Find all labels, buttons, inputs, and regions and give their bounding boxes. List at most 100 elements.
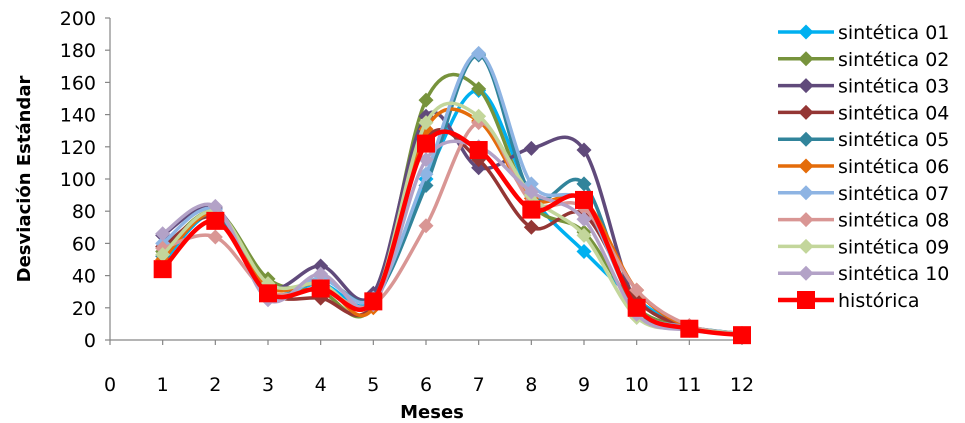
series-line bbox=[162, 120, 743, 336]
data-point bbox=[418, 92, 434, 108]
legend-item: sintética 09 bbox=[778, 236, 949, 258]
legend-swatch-marker bbox=[798, 78, 814, 94]
series-0 bbox=[155, 82, 750, 342]
data-point bbox=[469, 141, 488, 160]
series-line bbox=[161, 88, 743, 336]
y-tick-label: 0 bbox=[84, 330, 96, 352]
data-point bbox=[523, 184, 539, 200]
legend-swatch-marker bbox=[798, 24, 814, 40]
x-tick-label: 7 bbox=[473, 374, 485, 396]
legend-item: sintética 07 bbox=[778, 183, 949, 205]
data-point bbox=[207, 198, 223, 214]
data-point bbox=[364, 292, 383, 311]
data-point bbox=[576, 243, 592, 259]
data-point bbox=[471, 108, 487, 124]
y-tick-label: 180 bbox=[60, 40, 96, 62]
y-tick-label: 140 bbox=[60, 105, 96, 127]
x-tick-label: 3 bbox=[262, 374, 274, 396]
legend-label: sintética 08 bbox=[838, 210, 949, 232]
legend-item: sintética 02 bbox=[778, 49, 949, 71]
y-tick-label: 40 bbox=[72, 266, 96, 288]
series-line bbox=[161, 72, 743, 336]
x-tick-label: 0 bbox=[104, 374, 116, 396]
legend-swatch-marker bbox=[798, 238, 814, 254]
x-tick-label: 11 bbox=[677, 374, 701, 396]
data-point bbox=[311, 279, 330, 298]
data-point bbox=[733, 326, 751, 345]
y-tick-label: 20 bbox=[72, 298, 96, 320]
y-tick-label: 80 bbox=[72, 201, 96, 223]
data-point bbox=[417, 134, 435, 153]
data-point bbox=[576, 227, 592, 243]
legend-label: sintética 09 bbox=[838, 236, 949, 258]
y-tick-label: 100 bbox=[60, 169, 96, 191]
legend-item: sintética 01 bbox=[778, 22, 949, 44]
data-point bbox=[155, 247, 171, 263]
legend-swatch-marker bbox=[798, 51, 814, 67]
x-axis-title: Meses bbox=[400, 402, 464, 423]
x-tick-label: 1 bbox=[157, 374, 169, 396]
legend-swatch-marker bbox=[797, 291, 815, 309]
data-point bbox=[471, 45, 487, 61]
legend-swatch-marker bbox=[798, 265, 814, 281]
legend-item: sintética 05 bbox=[778, 129, 949, 151]
data-point bbox=[523, 140, 539, 156]
series-line bbox=[161, 51, 743, 336]
x-tick-label: 8 bbox=[525, 374, 537, 396]
data-point bbox=[575, 190, 593, 209]
series-line bbox=[161, 139, 743, 336]
y-axis-title: Desviación Estándar bbox=[14, 76, 35, 283]
x-tick-label: 5 bbox=[367, 374, 379, 396]
legend-label: sintética 07 bbox=[838, 183, 949, 205]
series-1 bbox=[155, 72, 750, 342]
data-point bbox=[418, 218, 434, 234]
series-5 bbox=[155, 107, 750, 342]
data-point bbox=[576, 211, 592, 227]
legend-label: sintética 03 bbox=[838, 76, 949, 98]
legend: sintética 01 sintética 02 sintética 03 sint… bbox=[778, 22, 949, 312]
legend-label: sintética 06 bbox=[838, 156, 949, 178]
x-tick-label: 12 bbox=[730, 374, 754, 396]
x-tick-label: 6 bbox=[420, 374, 432, 396]
legend-label: histórica bbox=[838, 290, 919, 312]
y-tick-label: 120 bbox=[60, 137, 96, 159]
y-axis-ticks: 0 20 40 60 80 100 120 140 160 180 200 bbox=[60, 8, 110, 352]
legend-label: sintética 10 bbox=[838, 263, 949, 285]
data-point bbox=[259, 284, 277, 303]
data-point bbox=[313, 258, 329, 274]
data-point bbox=[471, 81, 487, 97]
series-layer bbox=[153, 45, 751, 345]
data-point bbox=[313, 266, 329, 282]
x-tick-label: 4 bbox=[315, 374, 327, 396]
y-tick-label: 200 bbox=[60, 8, 96, 30]
data-point bbox=[418, 152, 434, 168]
data-point bbox=[627, 298, 646, 317]
legend-item: sintética 04 bbox=[778, 102, 949, 124]
data-point bbox=[680, 319, 699, 338]
legend-swatch-marker bbox=[798, 131, 814, 147]
legend-swatch-marker bbox=[798, 212, 814, 228]
legend-item: sintética 06 bbox=[778, 156, 949, 178]
legend-label: sintética 01 bbox=[838, 22, 949, 44]
series-2 bbox=[155, 108, 750, 342]
data-point bbox=[576, 142, 592, 158]
x-tick-label: 10 bbox=[625, 374, 649, 396]
data-point bbox=[523, 219, 539, 235]
series-line bbox=[161, 101, 743, 336]
series-7 bbox=[155, 115, 750, 342]
data-point bbox=[207, 229, 223, 245]
legend-item: histórica bbox=[778, 290, 919, 312]
series-10 bbox=[153, 129, 751, 345]
legend-swatch-marker bbox=[798, 104, 814, 120]
x-tick-label: 2 bbox=[209, 374, 221, 396]
y-tick-label: 60 bbox=[72, 233, 96, 255]
x-tick-label: 9 bbox=[578, 374, 590, 396]
data-point bbox=[155, 226, 171, 242]
data-point bbox=[153, 260, 172, 279]
legend-item: sintética 08 bbox=[778, 210, 949, 232]
legend-label: sintética 05 bbox=[838, 129, 949, 151]
series-4 bbox=[155, 47, 750, 342]
series-8 bbox=[155, 101, 750, 342]
